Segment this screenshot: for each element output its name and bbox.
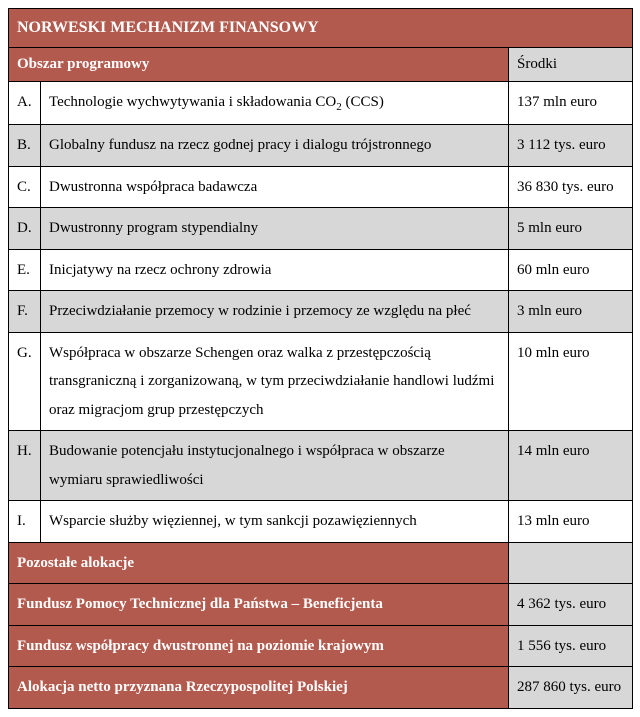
- financial-mechanism-table: NORWESKI MECHANIZM FINANSOWYObszar progr…: [8, 8, 633, 709]
- row-description: Dwustronna współpraca badawcza: [41, 166, 509, 208]
- row-description: Dwustronny program stypendialny: [41, 208, 509, 250]
- footer-amount: 287 860 tys. euro: [509, 667, 633, 709]
- row-amount: 14 mln euro: [509, 431, 633, 501]
- row-description: Globalny fundusz na rzecz godnej pracy i…: [41, 125, 509, 167]
- row-letter: E.: [9, 249, 41, 291]
- row-letter: C.: [9, 166, 41, 208]
- row-letter: I.: [9, 501, 41, 543]
- row-letter: B.: [9, 125, 41, 167]
- row-letter: A.: [9, 82, 41, 125]
- footer-label: Alokacja netto przyznana Rzeczypospolite…: [9, 667, 509, 709]
- row-description: Wsparcie służby więziennej, w tym sankcj…: [41, 501, 509, 543]
- row-letter: H.: [9, 431, 41, 501]
- row-amount: 3 mln euro: [509, 291, 633, 333]
- row-description: Budowanie potencjału instytucjonalnego i…: [41, 431, 509, 501]
- row-amount: 60 mln euro: [509, 249, 633, 291]
- row-letter: F.: [9, 291, 41, 333]
- row-amount: 13 mln euro: [509, 501, 633, 543]
- row-letter: G.: [9, 332, 41, 431]
- section-other-allocations: Pozostałe alokacje: [9, 542, 509, 584]
- row-description: Przeciwdziałanie przemocy w rodzinie i p…: [41, 291, 509, 333]
- row-amount: 36 830 tys. euro: [509, 166, 633, 208]
- footer-label: Fundusz Pomocy Technicznej dla Państwa –…: [9, 584, 509, 626]
- footer-amount: 1 556 tys. euro: [509, 625, 633, 667]
- row-amount: 5 mln euro: [509, 208, 633, 250]
- row-description: Technologie wychwytywania i składowania …: [41, 82, 509, 125]
- footer-amount: 4 362 tys. euro: [509, 584, 633, 626]
- header-funds: Środki: [509, 48, 633, 82]
- row-letter: D.: [9, 208, 41, 250]
- row-amount: 10 mln euro: [509, 332, 633, 431]
- footer-label: Fundusz współpracy dwustronnej na poziom…: [9, 625, 509, 667]
- header-program-area: Obszar programowy: [9, 48, 509, 82]
- row-amount: 137 mln euro: [509, 82, 633, 125]
- row-description: Współpraca w obszarze Schengen oraz walk…: [41, 332, 509, 431]
- table-title: NORWESKI MECHANIZM FINANSOWY: [9, 9, 633, 48]
- row-amount: 3 112 tys. euro: [509, 125, 633, 167]
- section-amount-empty: [509, 542, 633, 584]
- row-description: Inicjatywy na rzecz ochrony zdrowia: [41, 249, 509, 291]
